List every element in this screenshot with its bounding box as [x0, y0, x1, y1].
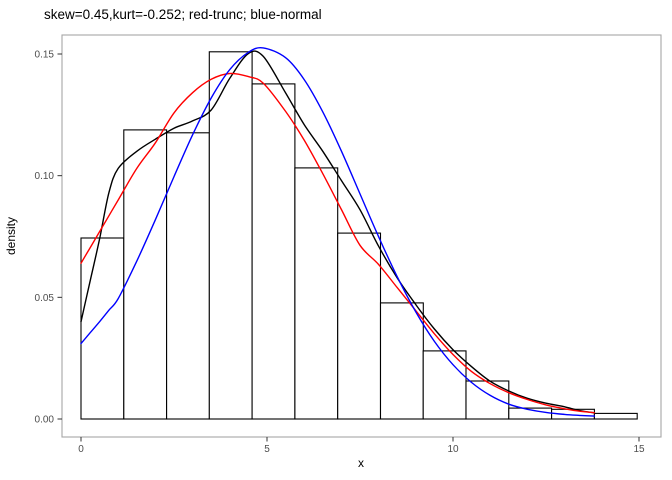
y-tick-label: 0.05: [35, 293, 55, 304]
histogram-bar: [166, 132, 210, 420]
x-tick-label: 5: [264, 444, 270, 455]
histogram-bar: [379, 302, 424, 420]
curve-truncated-normal: [80, 72, 596, 414]
histogram-bar: [208, 51, 253, 420]
histogram-bar: [593, 412, 638, 420]
histogram-bar: [337, 232, 382, 420]
curve-kernel-density: [80, 50, 596, 414]
histogram-bar: [422, 350, 467, 420]
x-tick-label: 15: [633, 444, 645, 455]
x-axis-title: x: [358, 456, 364, 470]
histogram-bar: [80, 237, 125, 420]
y-tick-label: 0.15: [35, 50, 55, 61]
panel-border: [61, 34, 662, 438]
axis-ticks-labels: 0 5 10 15 0.00 0.05 0.10 0.15: [35, 50, 645, 455]
x-tick-label: 0: [78, 444, 84, 455]
y-tick-label: 0.00: [35, 415, 55, 426]
chart-title: skew=0.45,kurt=-0.252; red-trunc; blue-n…: [44, 7, 322, 22]
panel-area: [61, 34, 662, 438]
histogram-bar: [465, 380, 510, 420]
histogram-bar: [294, 167, 339, 420]
histogram-bars: [80, 51, 638, 420]
y-axis-title: density: [4, 217, 18, 255]
histogram-bar: [251, 83, 296, 420]
curve-normal: [80, 46, 596, 417]
y-tick-label: 0.10: [35, 171, 55, 182]
x-tick-label: 10: [447, 444, 459, 455]
density-curves: [80, 46, 596, 417]
